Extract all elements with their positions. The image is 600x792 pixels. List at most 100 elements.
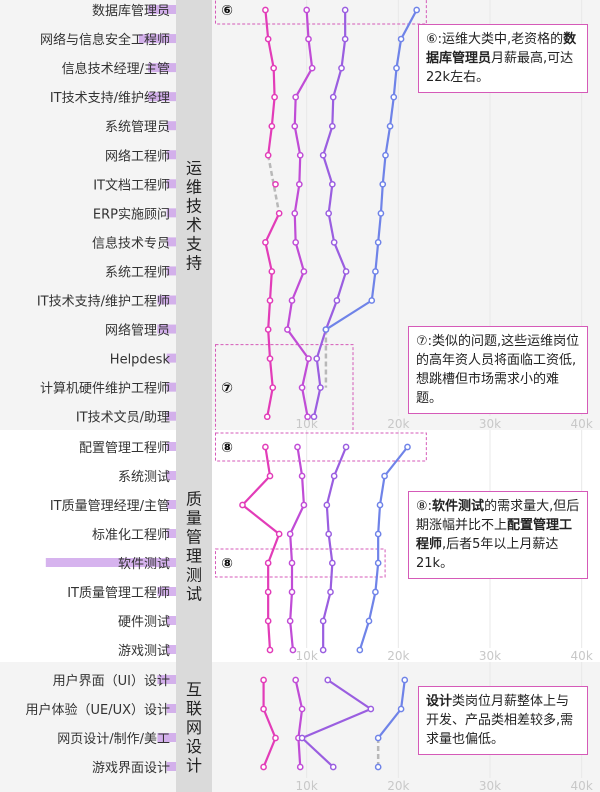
series-2-point [319, 617, 327, 625]
series-2-point [310, 413, 318, 421]
series-0-segment [272, 68, 276, 98]
series-0-point [263, 413, 271, 421]
series-1-segment [289, 620, 295, 651]
series-3-segment [358, 620, 371, 651]
series-3-segment [370, 271, 377, 301]
series-3-point [397, 35, 405, 43]
series-1-point [305, 355, 312, 362]
series-1-point [304, 413, 311, 421]
series-3-point [393, 64, 400, 72]
series-1-point [300, 268, 308, 275]
series-1-point [291, 210, 299, 217]
series-3-segment [395, 38, 403, 69]
series-2-point [324, 676, 332, 684]
series-3-point [386, 122, 394, 130]
series-2-point [341, 6, 349, 14]
series-2-point [329, 93, 337, 101]
group-label-char: 运 [186, 159, 202, 178]
group-label-char: 计 [186, 756, 202, 775]
series-1-point [284, 326, 291, 333]
series-0-point [266, 355, 274, 362]
series-1-segment [289, 591, 294, 622]
highlight-marker: ⑧ [221, 556, 233, 572]
series-0-segment [266, 387, 274, 417]
group-label-char: 管 [186, 528, 202, 547]
demand-bar [166, 353, 176, 363]
series-1-point [288, 559, 296, 567]
group-label-char: 网 [186, 718, 202, 737]
highlight-marker: ⑥ [221, 3, 233, 19]
series-2-point [319, 151, 327, 159]
category-label: 数据库管理员 [92, 3, 170, 19]
series-3-segment [388, 97, 395, 127]
series-0-segment [264, 9, 270, 40]
series-3-segment [399, 679, 406, 710]
series-1-segment [289, 533, 294, 564]
demand-bar [166, 266, 176, 276]
series-2-point [329, 763, 337, 771]
series-1-segment [294, 242, 305, 272]
category-label: 标准化工程师 [92, 528, 170, 543]
series-3-point [374, 734, 382, 742]
series-2-segment [327, 533, 334, 564]
annotation-text: ⑦:类似的问题,这些运维岗位的高年资人员将面临工资低,想跳槽但市场需求小的难题。 [416, 334, 580, 406]
series-1-point [292, 676, 300, 684]
series-3-point [374, 763, 382, 771]
series-0-segment [241, 475, 271, 506]
category-label: ERP实施顾问 [93, 207, 170, 222]
series-2-segment [312, 387, 322, 417]
series-2-segment [325, 504, 330, 535]
series-0-point [272, 180, 279, 188]
demand-bar [157, 295, 176, 305]
series-1-segment [300, 475, 306, 506]
series-3-segment [377, 708, 402, 739]
group-label-char: 测 [186, 566, 202, 585]
series-3-segment [384, 126, 392, 156]
series-1-segment [297, 708, 304, 739]
series-0-segment [264, 212, 281, 243]
x-tick-label: 10k [296, 779, 318, 792]
annotation-text: 配置管理工程师 [416, 518, 573, 552]
series-0-point [270, 64, 278, 72]
series-2-segment [324, 300, 338, 330]
series-1-point [288, 297, 296, 304]
series-1-segment [294, 679, 304, 710]
x-tick-label: 30k [479, 649, 501, 663]
series-0-point [269, 384, 277, 391]
series-0-point [266, 297, 274, 304]
demand-bar [166, 179, 176, 189]
category-label: 网络工程师 [105, 148, 170, 164]
series-2-segment [340, 38, 347, 69]
category-label: Helpdesk [110, 353, 171, 368]
series-2-point [367, 705, 375, 713]
series-2-point [313, 355, 321, 362]
series-0-point [239, 501, 246, 509]
series-2-segment [322, 591, 332, 622]
demand-bar [166, 237, 176, 247]
series-0-segment [264, 446, 272, 477]
series-3-point [401, 676, 409, 684]
annotation-note: ⑥:运维大类中,老资格的数据库管理员月薪最高,可达22k左右。 [418, 24, 588, 93]
demand-bar [166, 500, 176, 509]
group-label-char: 设 [186, 737, 202, 756]
series-0-point [262, 6, 269, 14]
series-3-segment [374, 242, 380, 272]
category-label: 用户界面（UI）设计 [53, 673, 170, 689]
series-1-segment [307, 38, 314, 69]
category-label: 信息技术经理/主管 [62, 61, 170, 77]
series-0-point [262, 239, 269, 246]
series-3-segment [377, 504, 382, 535]
series-0-point [271, 93, 278, 101]
series-3-point [374, 239, 382, 246]
series-1-point [292, 93, 300, 101]
series-1-point [298, 384, 306, 391]
series-1-point [303, 6, 311, 14]
series-0-segment [267, 533, 281, 564]
group-label-char: 维 [186, 178, 202, 197]
series-2-segment [325, 475, 336, 506]
series-0-point [264, 326, 272, 333]
category-label: 软件测试 [118, 557, 170, 572]
series-3-point [374, 530, 382, 538]
category-label: 网络管理员 [105, 323, 170, 339]
group-2-band [176, 662, 212, 792]
